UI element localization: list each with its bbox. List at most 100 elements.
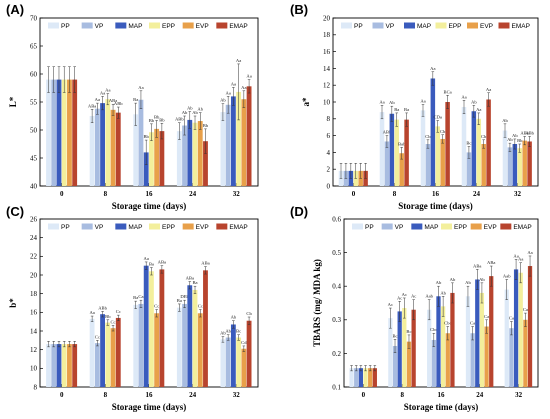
significance-label: Bc — [406, 329, 411, 334]
bar-epp — [441, 306, 446, 387]
bar-emap — [203, 270, 208, 387]
bar-pp — [420, 110, 426, 186]
significance-label: CDa — [434, 114, 442, 119]
significance-label: Ab — [220, 331, 226, 336]
significance-label: ABb — [383, 130, 392, 135]
x-tick-label: 24 — [473, 190, 481, 198]
bar-vp — [94, 108, 100, 186]
significance-label: Ba — [133, 97, 138, 102]
bar-emap — [527, 141, 532, 186]
significance-label: Aa — [476, 107, 481, 112]
significance-label: Aa — [241, 85, 246, 90]
bar-map — [187, 285, 193, 387]
significance-label: Cc — [198, 304, 203, 309]
significance-label: Aa — [231, 81, 236, 86]
x-tick-label: 0 — [60, 190, 64, 198]
bar-emap — [527, 266, 533, 387]
bar-map — [230, 96, 236, 186]
significance-label: Ba — [177, 298, 182, 303]
bar-evp — [522, 140, 527, 186]
legend-swatch-map — [404, 22, 415, 29]
x-tick-label: 32 — [514, 190, 522, 198]
y-tick-label: 16 — [30, 309, 38, 317]
bar-pp — [220, 112, 226, 186]
bar-vp — [392, 346, 398, 387]
bar-vp — [225, 337, 231, 387]
bar-vp — [384, 141, 390, 186]
bar-pp — [89, 116, 95, 186]
legend-swatch-pp — [341, 22, 352, 29]
chart-panel-4: (D)0.10.20.30.40.50.60 8AcBcAcAcBcAc16Aab… — [290, 204, 539, 412]
significance-label: Cb — [425, 134, 431, 139]
significance-label: Bb — [203, 123, 209, 128]
bar-evp — [399, 153, 404, 186]
significance-label: Bb — [143, 134, 149, 139]
bar-emap — [72, 344, 78, 387]
legend-swatch-evp — [182, 223, 194, 230]
significance-label: Cbc — [430, 327, 437, 332]
significance-label: Ab — [389, 100, 395, 105]
bar-evp — [197, 121, 203, 186]
significance-label: ABb — [175, 117, 184, 122]
panel-letter: (C) — [6, 204, 24, 219]
bar-vp — [507, 147, 513, 186]
y-tick-label: 50 — [30, 126, 38, 134]
significance-label: Bb — [105, 314, 111, 319]
significance-label: Bc — [236, 329, 241, 334]
significance-label: Ab — [479, 277, 485, 282]
bar-evp — [110, 109, 116, 186]
significance-label: Aa — [518, 257, 523, 262]
significance-label: Aa — [138, 85, 143, 90]
bar-map — [230, 324, 236, 387]
bar-emap — [445, 102, 450, 186]
x-tick-label: 8 — [104, 190, 108, 198]
significance-label: Cc — [154, 304, 159, 309]
significance-label: Ab — [450, 277, 456, 282]
significance-label: Aa — [144, 256, 149, 261]
bar-pp — [133, 304, 139, 387]
x-tick-label: 8 — [393, 190, 397, 198]
legend-label-evp: EVP — [484, 224, 497, 231]
x-tick-label: 32 — [515, 391, 523, 399]
significance-label: ABb — [98, 305, 107, 310]
legend-swatch-emap — [216, 223, 228, 230]
legend-swatch-epp — [149, 223, 160, 230]
significance-label: Aa — [513, 253, 518, 258]
bar-emap — [203, 141, 208, 186]
significance-label: Aa — [225, 90, 230, 95]
bar-epp — [61, 344, 67, 387]
significance-label: Ab — [197, 107, 203, 112]
bar-epp — [476, 118, 482, 186]
bar-epp — [149, 132, 154, 186]
significance-label: Ca — [509, 315, 514, 320]
y-tick-label: 12 — [323, 82, 331, 90]
significance-label: Ab — [182, 110, 188, 115]
bar-epp — [61, 79, 67, 186]
legend-label-pp: PP — [61, 224, 70, 231]
bar-epp — [518, 272, 523, 387]
bar-epp — [435, 126, 441, 186]
x-axis-title: Storage time (days) — [398, 201, 472, 211]
bar-vp — [138, 303, 144, 387]
bar-epp — [402, 308, 407, 387]
significance-label: Ab — [507, 137, 513, 142]
y-tick-label: 0.1 — [332, 383, 341, 391]
x-tick-label: 8 — [400, 391, 404, 399]
bar-epp — [517, 148, 523, 186]
significance-label: Ba — [404, 107, 409, 112]
bar-vp — [51, 79, 57, 186]
significance-label: Ab — [192, 110, 198, 115]
legend-label-vp: VP — [95, 224, 104, 231]
x-axis-title: Storage time (days) — [404, 402, 478, 412]
legend-label-emap: EMAP — [229, 23, 247, 30]
y-tick-label: 18 — [30, 290, 38, 298]
bar-map — [56, 79, 62, 186]
x-axis-title: Storage time (days) — [112, 402, 186, 412]
legend-label-epp: EPP — [449, 23, 462, 30]
x-tick-label: 24 — [476, 391, 484, 399]
significance-label: Cc — [110, 319, 115, 324]
bar-map — [358, 368, 363, 387]
significance-label: ABa — [109, 98, 117, 103]
